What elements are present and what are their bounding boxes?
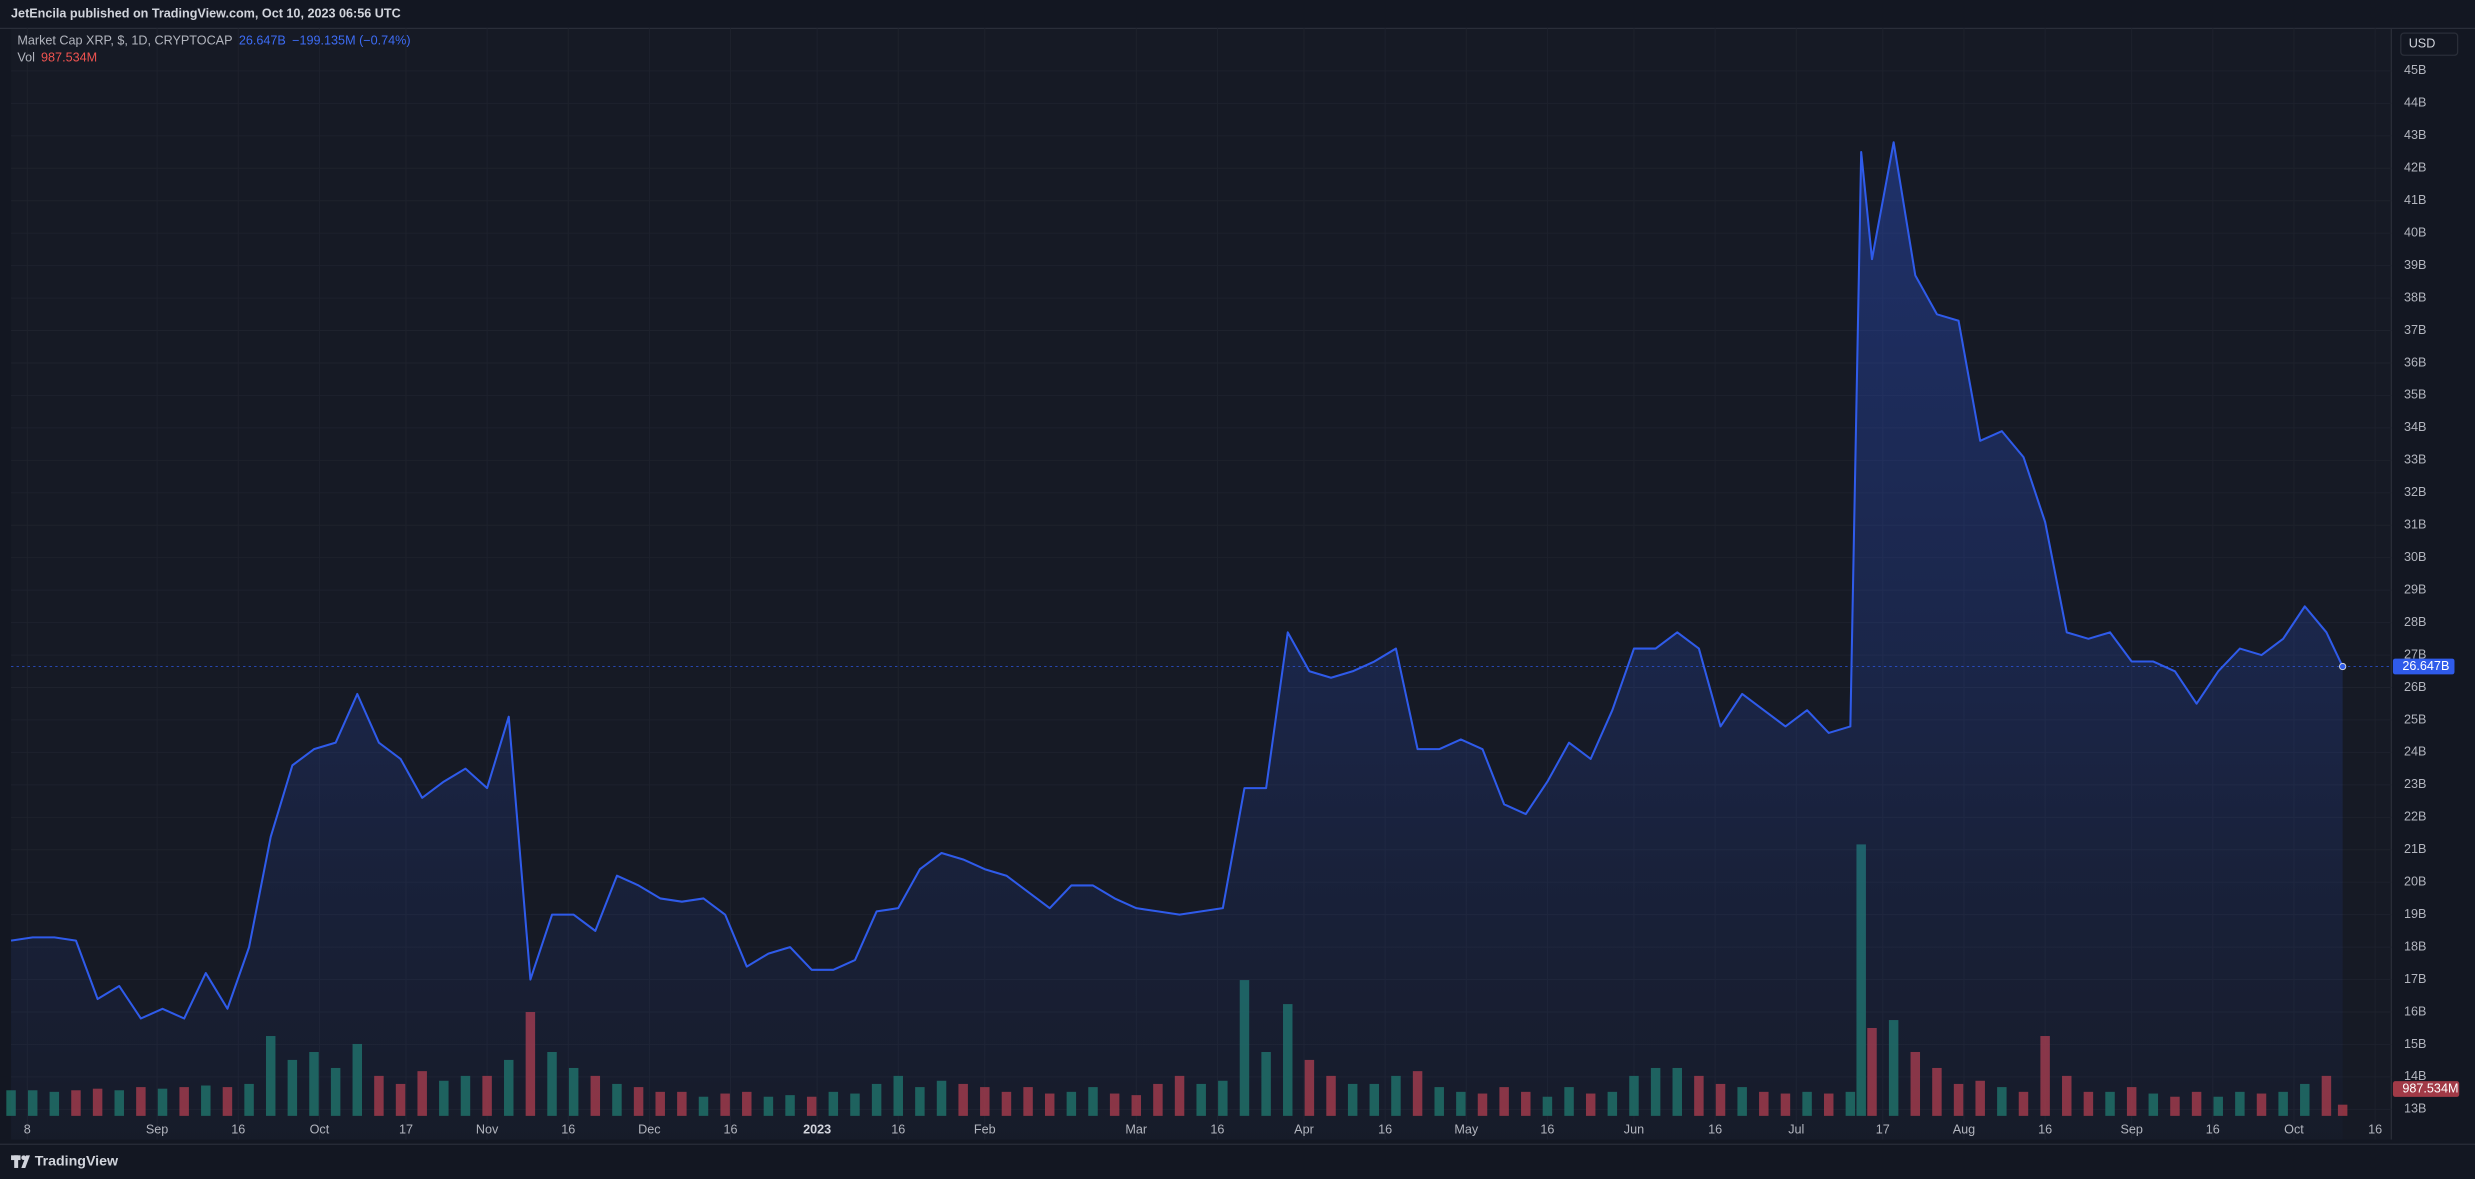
publisher: JetEncila published on TradingView.com, … (11, 7, 401, 21)
y-tick-label: 24B (2404, 745, 2426, 759)
legend-title: Market Cap XRP, $, 1D, CRYPTOCAP (17, 33, 232, 47)
area-fill (11, 142, 2343, 1140)
y-tick-label: 20B (2404, 875, 2426, 889)
y-tick-label: 19B (2404, 907, 2426, 921)
y-tick-label: 35B (2404, 388, 2426, 402)
y-tick-label: 16B (2404, 1004, 2426, 1018)
x-tick-label: Jul (1788, 1122, 1804, 1136)
x-tick-label: May (1454, 1122, 1479, 1136)
x-tick-label: Feb (974, 1122, 996, 1136)
x-tick-label: 16 (2368, 1122, 2382, 1136)
y-tick-label: 22B (2404, 810, 2426, 824)
y-tick-label: 30B (2404, 550, 2426, 564)
y-tick-label: 38B (2404, 290, 2426, 304)
x-tick-label: 8 (24, 1122, 31, 1136)
x-tick-label: 16 (1708, 1122, 1722, 1136)
y-tick-label: 40B (2404, 226, 2426, 240)
x-tick-label: Sep (146, 1122, 168, 1136)
x-tick-label: 17 (1876, 1122, 1890, 1136)
axes: 13B 14B 15B 16B 17B 18B 19B 20B 21B 22B 23B 24B 25B 2… (24, 63, 2460, 1136)
x-tick-label: 16 (724, 1122, 738, 1136)
x-tick-label: 16 (2206, 1122, 2220, 1136)
y-tick-label: 41B (2404, 193, 2426, 207)
y-tick-label: 42B (2404, 161, 2426, 175)
footer-logo (11, 1155, 30, 1168)
y-tick-label: 45B (2404, 63, 2426, 77)
last-value-badge (2392, 658, 2455, 675)
x-tick-label: Nov (476, 1122, 499, 1136)
series (10, 141, 2392, 1140)
currency[interactable]: USD (2409, 37, 2436, 51)
volume-label: 987.534M (2402, 1081, 2458, 1095)
x-tick-label: Aug (1953, 1122, 1975, 1136)
y-tick-label: 33B (2404, 453, 2426, 467)
y-tick-label: 28B (2404, 615, 2426, 629)
x-tick-label: 16 (891, 1122, 905, 1136)
y-tick-label: 31B (2404, 518, 2426, 532)
y-tick-label: 21B (2404, 842, 2426, 856)
x-tick-label: Dec (638, 1122, 660, 1136)
x-tick-label: 16 (231, 1122, 245, 1136)
volume-bar (6, 1090, 16, 1116)
legend-volume-last: 987.534M (41, 51, 97, 65)
y-tick-label: 43B (2404, 128, 2426, 142)
x-tick-label: Jun (1624, 1122, 1644, 1136)
legend-last: 26.647B (239, 33, 286, 47)
x-tick-label: 16 (561, 1122, 575, 1136)
x-tick-label: 16 (1540, 1122, 1554, 1136)
footer-brand: TradingView (35, 1153, 119, 1169)
x-tick-label: Sep (2120, 1122, 2142, 1136)
y-tick-label: 13B (2404, 1102, 2426, 1116)
legend-volume: Vol (17, 51, 35, 65)
x-tick-label: 16 (1378, 1122, 1392, 1136)
last-value-label: 26.647B (2402, 659, 2449, 673)
currency-box[interactable] (2400, 32, 2459, 56)
volume-badge (2392, 1081, 2460, 1097)
x-tick-label: Apr (1294, 1122, 1314, 1136)
y-tick-label: 15B (2404, 1037, 2426, 1051)
y-tick-label: 39B (2404, 258, 2426, 272)
y-tick-label: 18B (2404, 939, 2426, 953)
x-tick-label: Mar (1125, 1122, 1147, 1136)
x-tick-label: Oct (310, 1122, 330, 1136)
y-tick-label: 27B (2404, 647, 2426, 661)
x-tick-label: 17 (399, 1122, 413, 1136)
x-tick-label: 16 (2038, 1122, 2052, 1136)
y-tick-label: 34B (2404, 420, 2426, 434)
legend-change: −199.135M (−0.74%) (292, 33, 410, 47)
y-tick-label: 14B (2404, 1069, 2426, 1083)
x-tick-label: 16 (1210, 1122, 1224, 1136)
last-point (2339, 662, 2347, 671)
y-tick-label: 44B (2404, 96, 2426, 110)
y-tick-label: 26B (2404, 680, 2426, 694)
y-tick-label: 25B (2404, 712, 2426, 726)
x-tick-label: 2023 (803, 1122, 831, 1136)
y-tick-label: 23B (2404, 777, 2426, 791)
y-tick-label: 32B (2404, 485, 2426, 499)
volume-bar (2337, 1104, 2348, 1116)
y-tick-label: 36B (2404, 355, 2426, 369)
line (10, 141, 2344, 1020)
x-tick-label: Oct (2284, 1122, 2304, 1136)
y-tick-label: 29B (2404, 582, 2426, 596)
y-tick-label: 37B (2404, 323, 2426, 337)
y-tick-label: 17B (2404, 972, 2426, 986)
